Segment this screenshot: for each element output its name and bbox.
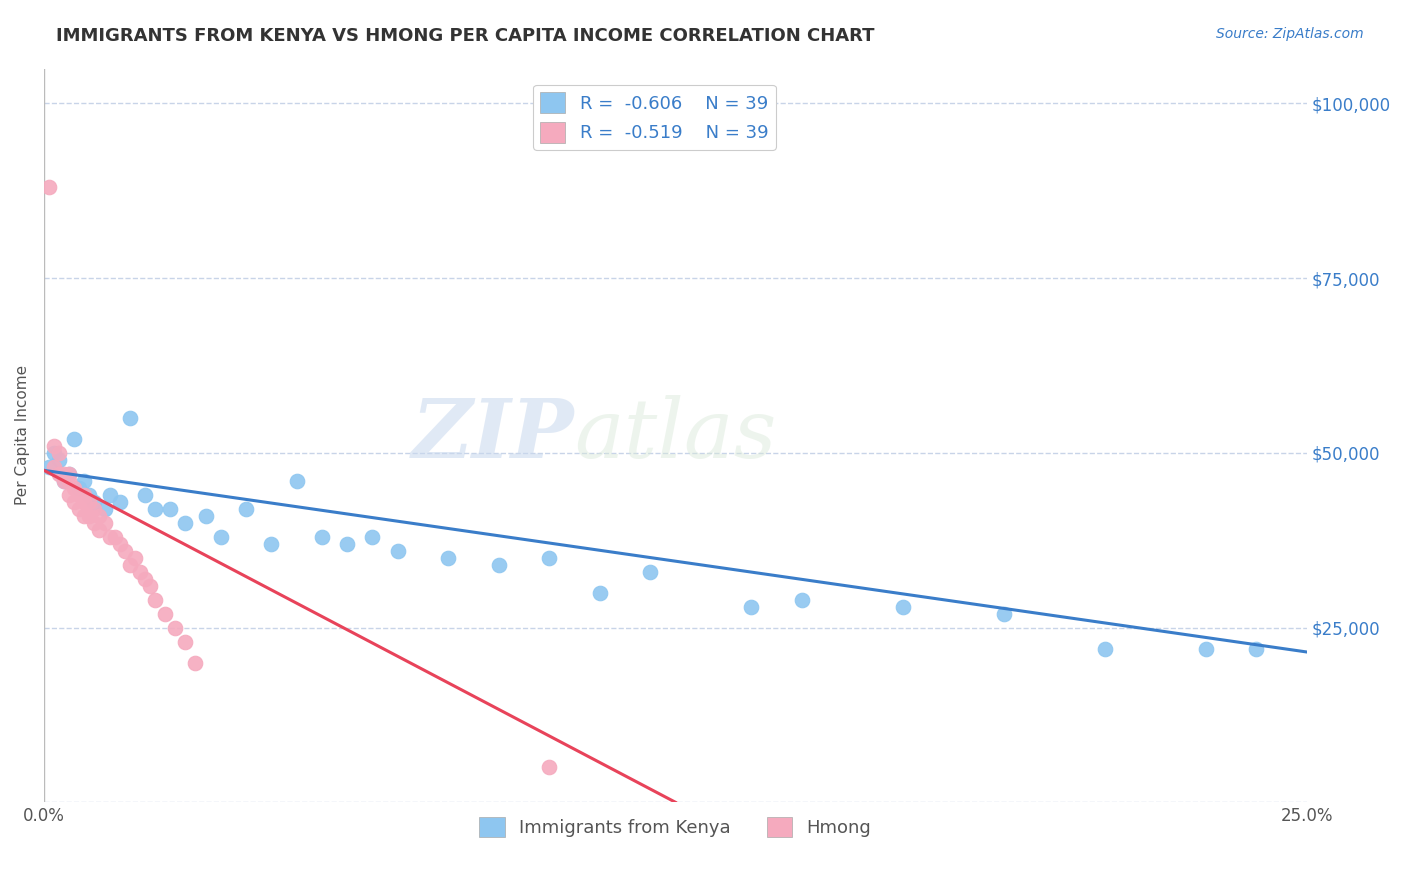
Point <box>89 508 111 523</box>
Point <box>48 453 70 467</box>
Point <box>42 446 65 460</box>
Point <box>104 530 127 544</box>
Text: IMMIGRANTS FROM KENYA VS HMONG PER CAPITA INCOME CORRELATION CHART: IMMIGRANTS FROM KENYA VS HMONG PER CAPIT… <box>56 27 875 45</box>
Point <box>53 467 76 481</box>
Point <box>63 432 86 446</box>
Point <box>139 579 162 593</box>
Point <box>387 543 409 558</box>
Point <box>73 488 96 502</box>
Point <box>124 550 146 565</box>
Point <box>165 621 187 635</box>
Text: ZIP: ZIP <box>412 395 575 475</box>
Point <box>93 501 115 516</box>
Point <box>143 501 166 516</box>
Text: atlas: atlas <box>575 395 776 475</box>
Point <box>285 474 308 488</box>
Point <box>118 411 141 425</box>
Point <box>1195 641 1218 656</box>
Point <box>98 488 121 502</box>
Point <box>63 481 86 495</box>
Point <box>235 501 257 516</box>
Point <box>67 501 90 516</box>
Point <box>114 543 136 558</box>
Point <box>79 508 101 523</box>
Point <box>993 607 1015 621</box>
Point <box>83 501 105 516</box>
Point <box>58 467 80 481</box>
Point <box>98 530 121 544</box>
Point <box>184 656 207 670</box>
Point <box>134 488 156 502</box>
Point <box>638 565 661 579</box>
Point <box>58 467 80 481</box>
Point <box>93 516 115 530</box>
Point <box>73 508 96 523</box>
Point <box>1094 641 1116 656</box>
Point <box>73 495 96 509</box>
Point <box>538 550 561 565</box>
Point <box>42 439 65 453</box>
Point <box>153 607 176 621</box>
Point <box>740 599 762 614</box>
Point <box>79 488 101 502</box>
Point <box>73 474 96 488</box>
Point <box>589 585 612 599</box>
Point <box>361 530 384 544</box>
Point <box>209 530 232 544</box>
Point <box>159 501 181 516</box>
Point <box>194 508 217 523</box>
Legend: Immigrants from Kenya, Hmong: Immigrants from Kenya, Hmong <box>472 809 879 845</box>
Point <box>83 516 105 530</box>
Point <box>128 565 150 579</box>
Point <box>79 495 101 509</box>
Point <box>134 572 156 586</box>
Point <box>48 467 70 481</box>
Point <box>42 459 65 474</box>
Point <box>108 537 131 551</box>
Point <box>336 537 359 551</box>
Point <box>143 592 166 607</box>
Point <box>38 459 60 474</box>
Point <box>53 474 76 488</box>
Point <box>53 474 76 488</box>
Y-axis label: Per Capita Income: Per Capita Income <box>15 366 30 506</box>
Point <box>58 488 80 502</box>
Point <box>118 558 141 572</box>
Point <box>108 495 131 509</box>
Point <box>174 634 197 648</box>
Point <box>891 599 914 614</box>
Point <box>89 523 111 537</box>
Point <box>83 495 105 509</box>
Point <box>48 446 70 460</box>
Point <box>67 488 90 502</box>
Point <box>260 537 283 551</box>
Point <box>67 481 90 495</box>
Point <box>538 760 561 774</box>
Point <box>38 180 60 194</box>
Point <box>1246 641 1268 656</box>
Point <box>488 558 510 572</box>
Point <box>63 495 86 509</box>
Point <box>311 530 333 544</box>
Point <box>174 516 197 530</box>
Point <box>58 474 80 488</box>
Text: Source: ZipAtlas.com: Source: ZipAtlas.com <box>1216 27 1364 41</box>
Point <box>790 592 813 607</box>
Point <box>437 550 460 565</box>
